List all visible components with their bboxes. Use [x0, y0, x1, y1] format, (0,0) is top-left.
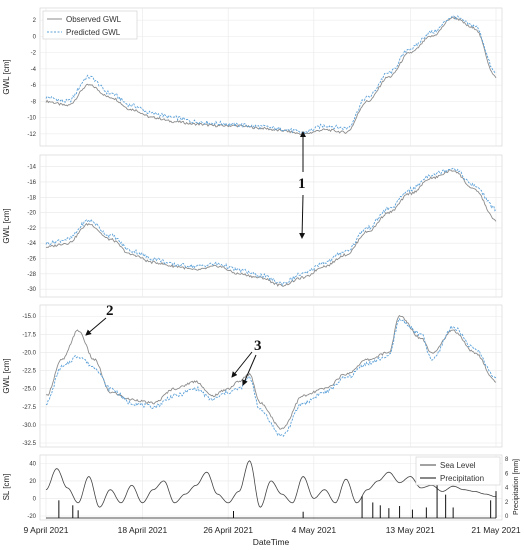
- panel-3-ytick-label: -27.5: [22, 405, 36, 411]
- x-tick-label: 4 May 2021: [292, 525, 337, 535]
- panel-3-ytick-label: -15.0: [22, 314, 36, 320]
- panel-2-ylabel: GWL [cm]: [2, 208, 11, 243]
- panel-4-ytick-label: -20: [27, 514, 36, 520]
- panel-4: 40 20 0 -20 0 2 4 6 8 SL [cm] Precipitation [mm]…: [2, 454, 520, 521]
- panel-4-series-sea-level: [45, 460, 497, 508]
- panel-3-series-predicted: [45, 317, 497, 437]
- panel-4-ytick-right-label: 2: [505, 500, 509, 506]
- annotation-3: 3: [254, 338, 262, 354]
- panel-4-ytick-label: 0: [33, 496, 37, 502]
- panel-4-ytick-label: 40: [29, 461, 36, 467]
- panel-3-ytick-label: -17.5: [22, 332, 36, 338]
- legend-sealevel-label: Sea Level: [440, 461, 476, 470]
- panel-1-ytick-label: 0: [33, 34, 37, 40]
- annotation-1-arrow-down: [299, 194, 306, 239]
- panel-4-ytick-label: 20: [29, 479, 36, 485]
- legend-bottom: Sea Level Precipitation: [415, 456, 501, 486]
- panel-1-series-predicted: [45, 15, 497, 135]
- panel-1: 2 0 -2 -4 -6 -8 -10 -12 GWL [cm] Observed GWL P…: [2, 7, 503, 147]
- panel-2-series-observed: [45, 169, 497, 287]
- panel-3-ytick-label: -25.0: [22, 387, 36, 393]
- x-axis-ticks: 9 April 2021 18 April 2021 26 April 2021 4 …: [24, 525, 521, 535]
- annotation-2-arrow: [85, 317, 107, 336]
- panel-3: -15.0 -17.5 -20.0 -22.5 -25.0 -27.5 -30.0 -32.5…: [2, 304, 503, 448]
- panel-1-series-observed: [45, 16, 497, 136]
- panel-1-ytick-label: -4: [31, 67, 37, 73]
- panel-1-ylabel: GWL [cm]: [2, 59, 11, 94]
- panel-2-ytick-label: -26: [27, 257, 36, 263]
- panel-1-frame: [39, 7, 503, 147]
- x-tick-label: 13 May 2021: [386, 525, 435, 535]
- panel-4-ytick-right-label: 4: [505, 486, 509, 492]
- panel-3-ylabel: GWL [cm]: [2, 358, 11, 393]
- panel-2-frame: [39, 154, 503, 298]
- annotation-1: 1: [298, 176, 306, 192]
- panel-2: -14 -16 -18 -20 -22 -24 -26 -28 -30 GWL [cm]: [2, 154, 503, 298]
- annotations: 1 2 3: [85, 131, 306, 386]
- panel-3-series-observed: [45, 314, 497, 430]
- panel-3-frame: [39, 304, 503, 448]
- panel-4-frame: [39, 454, 503, 521]
- panel-4-ytick-right-label: 8: [505, 457, 509, 463]
- x-tick-label: 26 April 2021: [203, 525, 253, 535]
- panel-3-ytick-label: -22.5: [22, 369, 36, 375]
- x-tick-label: 21 May 2021: [471, 525, 520, 535]
- panel-4-ytick-right-label: 0: [505, 514, 509, 520]
- panel-4-ylabel-right: Precipitation [mm]: [513, 459, 520, 515]
- panel-4-ylabel: SL [cm]: [2, 474, 11, 501]
- panel-2-ytick-label: -20: [27, 211, 36, 217]
- annotation-3-arrow-b: [242, 354, 257, 386]
- legend-precip-label: Precipitation: [440, 474, 484, 483]
- panel-1-ytick-label: -10: [27, 116, 36, 122]
- legend-top: Observed GWL Predicted GWL: [42, 10, 138, 40]
- panel-1-ytick-label: 2: [33, 18, 37, 24]
- panel-3-ytick-label: -30.0: [22, 423, 36, 429]
- panel-1-ytick-label: -6: [31, 83, 37, 89]
- panel-2-ytick-label: -30: [27, 287, 36, 293]
- panel-1-ytick-label: -12: [27, 132, 36, 138]
- legend-top-box: [42, 10, 138, 40]
- annotation-2: 2: [106, 303, 114, 319]
- x-tick-label: 9 April 2021: [24, 525, 69, 535]
- panel-1-ytick-label: -8: [31, 99, 37, 105]
- panel-2-ytick-label: -22: [27, 226, 36, 232]
- panel-1-ytick-label: -2: [31, 51, 37, 57]
- annotation-3-arrow-a: [231, 351, 253, 378]
- panel-2-ytick-label: -16: [27, 180, 36, 186]
- x-axis-label: DateTime: [253, 537, 290, 547]
- panel-2-ytick-label: -18: [27, 195, 36, 201]
- panel-3-ytick-label: -20.0: [22, 350, 36, 356]
- panel-2-ytick-label: -24: [27, 241, 36, 247]
- legend-observed-label: Observed GWL: [66, 15, 122, 24]
- x-tick-label: 18 April 2021: [118, 525, 168, 535]
- panel-4-ytick-right-label: 6: [505, 471, 509, 477]
- panel-3-ytick-label: -32.5: [22, 441, 36, 447]
- panel-2-series-predicted: [45, 167, 497, 287]
- panel-2-ytick-label: -14: [27, 165, 36, 171]
- legend-predicted-label: Predicted GWL: [66, 28, 121, 37]
- legend-bottom-box: [415, 456, 501, 486]
- panel-2-ytick-label: -28: [27, 272, 36, 278]
